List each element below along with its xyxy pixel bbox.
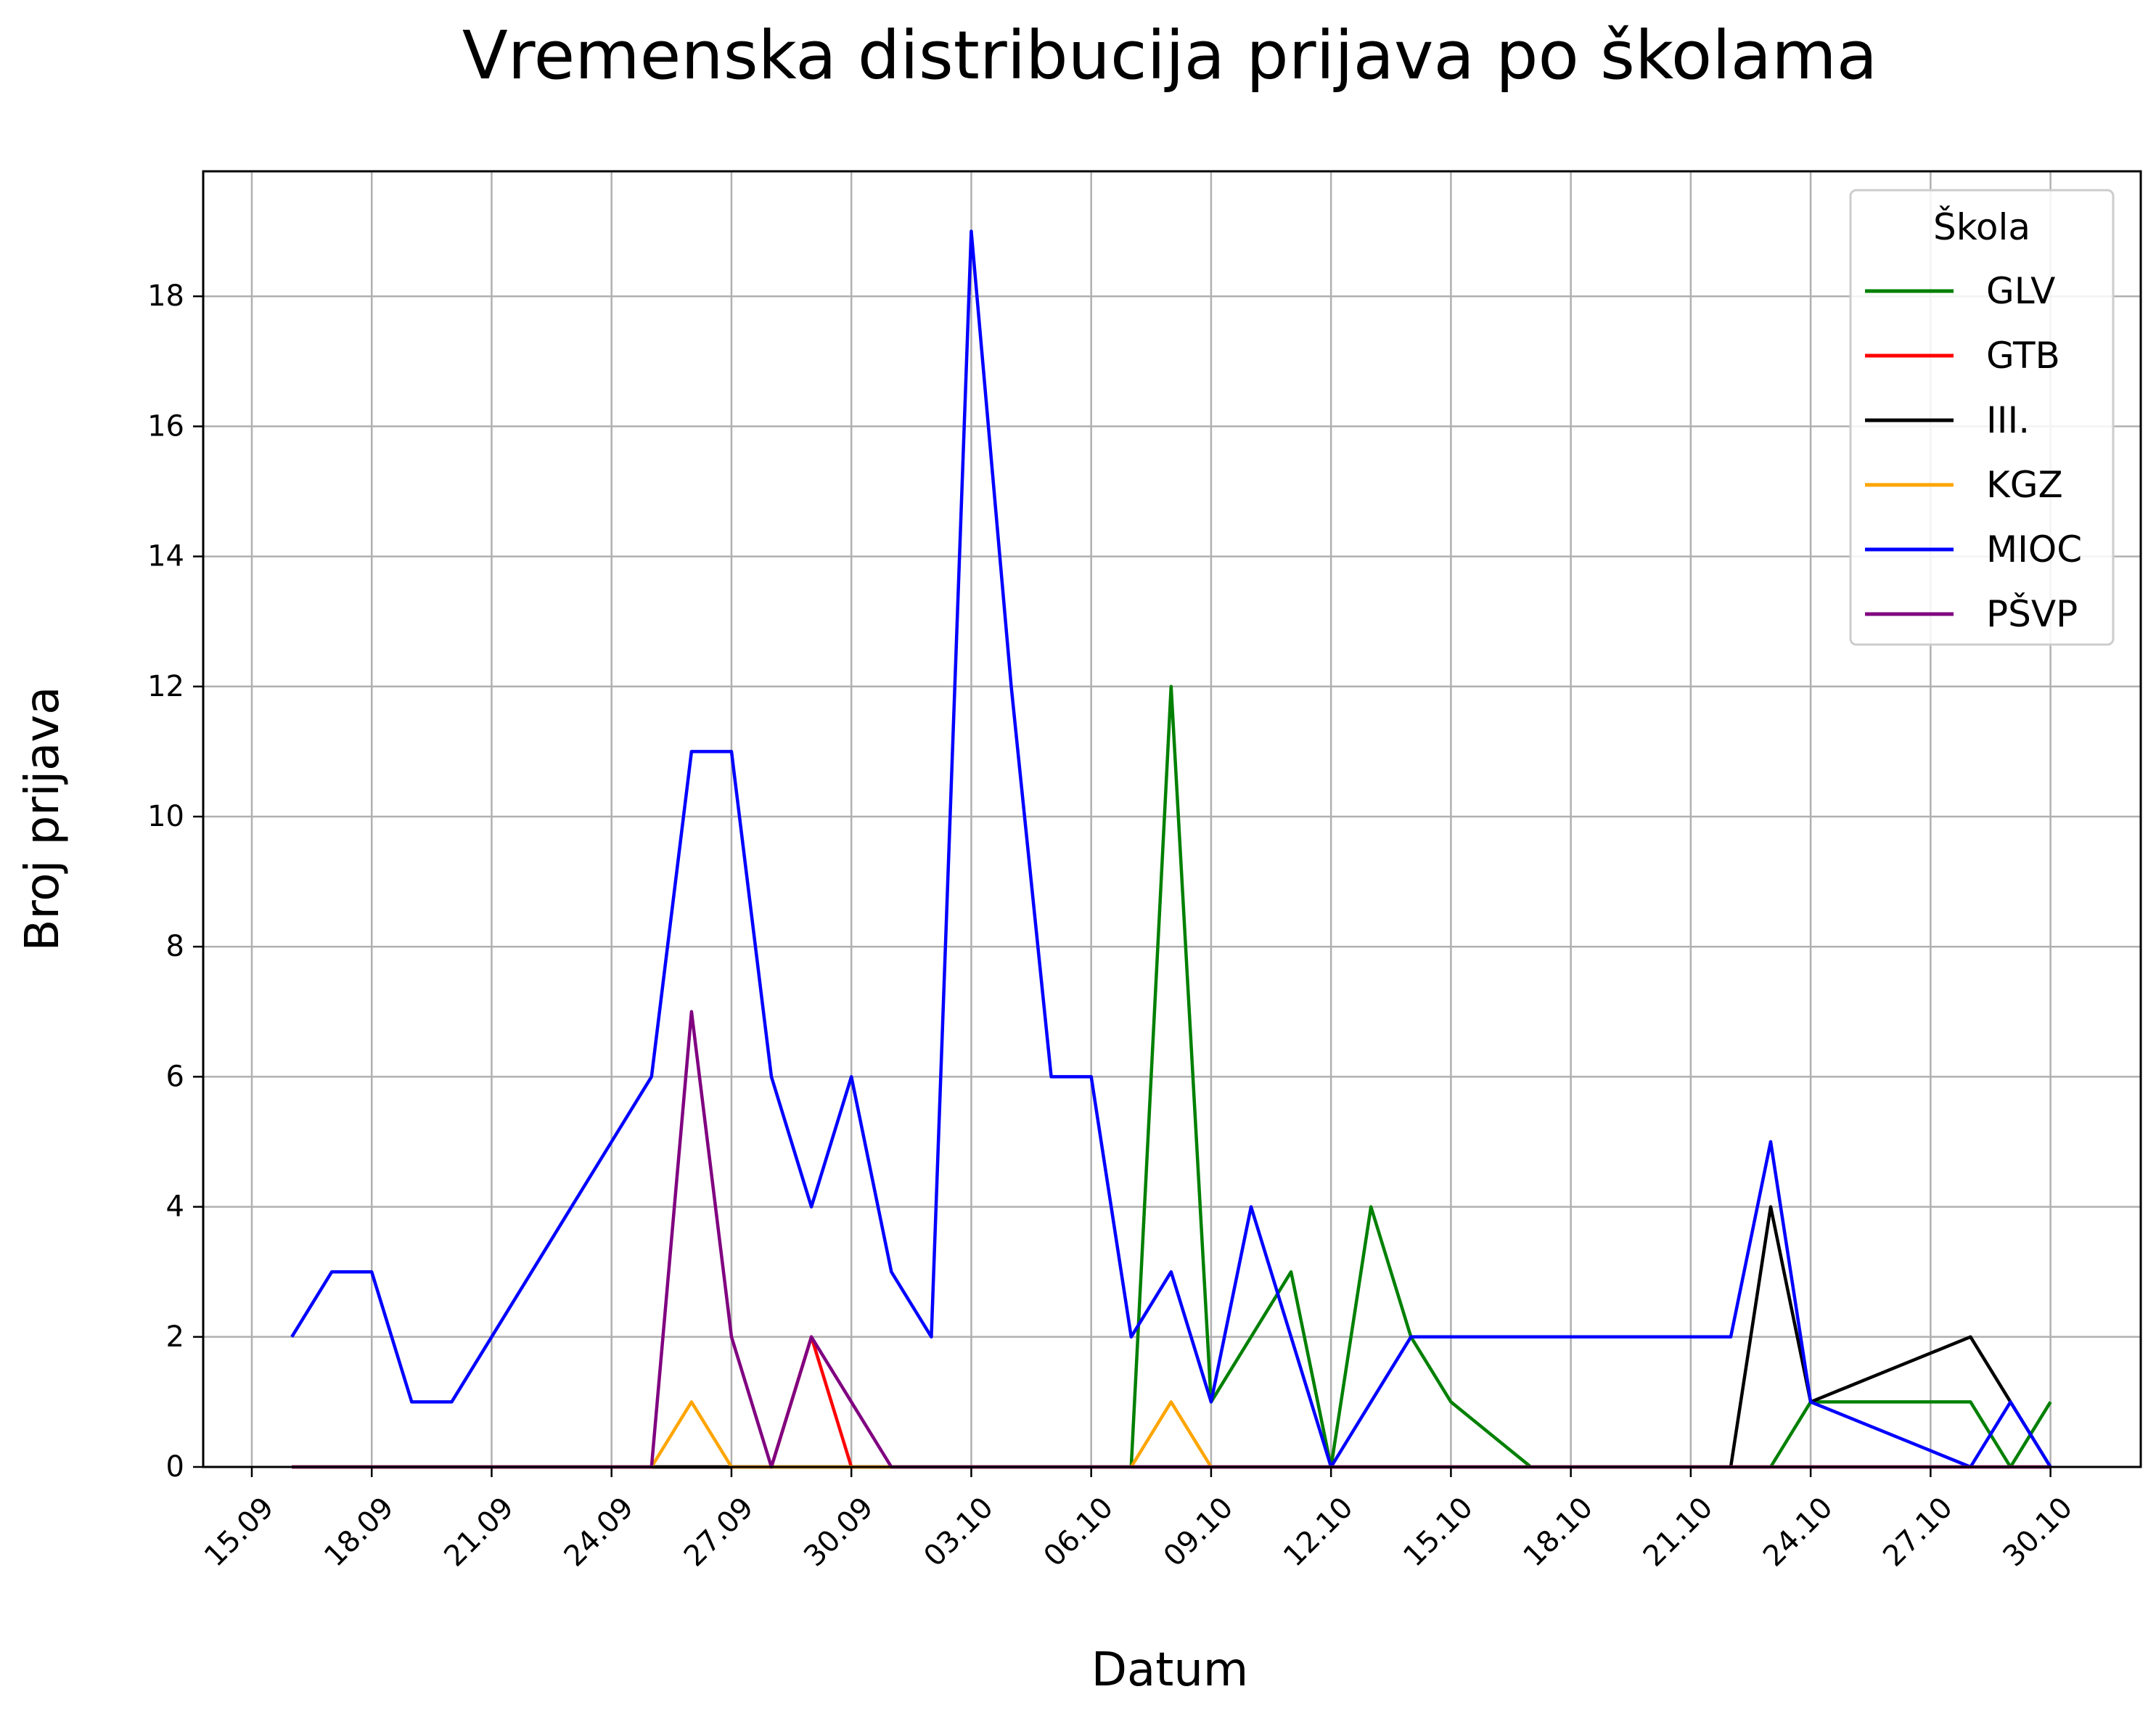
grid (203, 171, 2141, 1468)
x-axis-label: Datum (1091, 1643, 1249, 1697)
y-axis: 0 2 4 6 8 10 12 14 16 18 (147, 279, 203, 1484)
legend-box (1849, 189, 2115, 646)
y-tick-label: 8 (166, 930, 184, 963)
y-tick-label: 4 (166, 1190, 184, 1224)
y-tick-label: 14 (147, 540, 184, 573)
y-tick-label: 16 (147, 409, 184, 443)
legend-items: GLV GTB III. KGZ MIOC PŠVP (1865, 270, 2082, 635)
legend-label: GTB (1986, 335, 2060, 377)
plot-frame (202, 170, 2142, 1468)
legend-title: Škola (1933, 205, 2030, 248)
y-tick-label: 12 (147, 670, 184, 703)
y-axis-label: Broj prijava (16, 687, 70, 952)
y-tick-label: 10 (147, 800, 184, 833)
legend: Škola GLV GTB III. KGZ MIOC PŠVP (1849, 189, 2115, 646)
y-tick-label: 6 (166, 1060, 184, 1093)
legend-label: PŠVP (1986, 592, 2078, 635)
legend-label: GLV (1986, 270, 2055, 312)
legend-label: MIOC (1986, 528, 2082, 571)
y-tick-label: 0 (166, 1450, 184, 1484)
y-tick-label: 18 (147, 279, 184, 313)
y-tick-label: 2 (166, 1320, 184, 1354)
chart-title: Vremenska distribucija prijava po školam… (462, 17, 1877, 94)
legend-label: III. (1986, 399, 2030, 441)
legend-label: KGZ (1986, 464, 2063, 506)
series-line-mioc (290, 229, 2052, 1469)
